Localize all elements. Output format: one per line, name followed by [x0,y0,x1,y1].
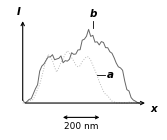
Text: I: I [17,7,21,17]
Text: x: x [150,104,157,115]
Text: a: a [106,70,113,80]
Text: 200 nm: 200 nm [64,122,98,131]
Text: b: b [90,9,97,19]
